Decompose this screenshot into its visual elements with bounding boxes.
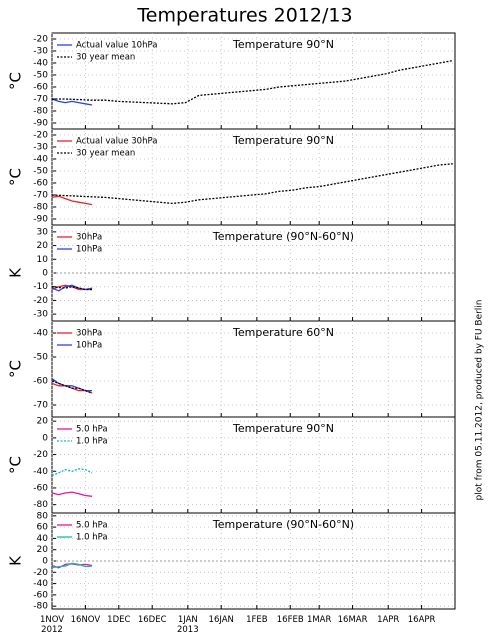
y-tick-label: -80 xyxy=(33,500,48,510)
x-tick-label: 16MAR xyxy=(338,615,368,625)
y-tick-label: -20 xyxy=(33,131,48,141)
panel-title: Temperature 90°N xyxy=(232,38,334,51)
x-tick-label: 1JAN 2013 xyxy=(177,615,199,635)
data-line xyxy=(51,491,93,497)
y-tick-label: 20 xyxy=(37,545,49,555)
x-tick-label: 16APR xyxy=(408,615,436,625)
y-axis-label: °C xyxy=(7,72,25,90)
panel-title: Temperature 60°N xyxy=(232,326,334,339)
legend-label: 1.0 hPa xyxy=(76,437,108,447)
y-tick-label: -30 xyxy=(33,143,48,153)
data-line xyxy=(51,195,93,206)
x-tick-label: 16DEC xyxy=(138,615,167,625)
y-tick-label: -20 xyxy=(33,568,48,578)
y-tick-label: -40 xyxy=(33,467,48,477)
legend-label: 30 year mean xyxy=(76,53,135,63)
y-tick-label: -60 xyxy=(33,483,48,493)
legend-label: 10hPa xyxy=(76,245,102,255)
legend-label: 1.0 hPa xyxy=(76,533,108,543)
y-tick-label: -10 xyxy=(33,282,48,292)
y-tick-label: -20 xyxy=(33,296,48,306)
legend-label: 30hPa xyxy=(76,329,102,339)
y-tick-label: -30 xyxy=(33,47,48,57)
y-tick-label: -60 xyxy=(33,83,48,93)
y-axis-label: °C xyxy=(7,360,25,378)
y-tick-label: -20 xyxy=(33,35,48,45)
panel-title: Temperature 90°N xyxy=(232,134,334,147)
legend-label: 30hPa xyxy=(76,233,102,243)
y-tick-label: -40 xyxy=(33,579,48,589)
x-tick-label: 1APR xyxy=(377,615,399,625)
y-tick-label: -80 xyxy=(33,203,48,213)
y-tick-label: -90 xyxy=(33,119,48,129)
y-tick-label: -40 xyxy=(33,59,48,69)
x-tick-label: 16FEB xyxy=(277,615,304,625)
x-tick-label: 16NOV xyxy=(71,615,101,625)
y-tick-label: -60 xyxy=(33,377,48,387)
panel-title: Temperature (90°N-60°N) xyxy=(212,518,354,531)
panel-title: Temperature (90°N-60°N) xyxy=(212,230,354,243)
y-tick-label: -20 xyxy=(33,450,48,460)
legend-label: Actual value 30hPa xyxy=(76,137,157,147)
y-tick-label: -80 xyxy=(33,602,48,612)
y-tick-label: -70 xyxy=(33,95,48,105)
y-tick-label: -90 xyxy=(33,215,48,225)
y-tick-label: -50 xyxy=(33,167,48,177)
y-tick-label: 20 xyxy=(37,241,49,251)
y-tick-label: 0 xyxy=(42,269,48,279)
y-tick-label: 0 xyxy=(42,433,48,443)
x-tick-label: 1DEC xyxy=(107,615,130,625)
y-tick-label: -80 xyxy=(33,107,48,117)
y-tick-label: 10 xyxy=(37,255,49,265)
data-line xyxy=(51,284,93,292)
y-tick-label: -40 xyxy=(33,155,48,165)
y-axis-label: °C xyxy=(7,168,25,186)
x-tick-label: 1NOV 2012 xyxy=(40,615,64,635)
y-tick-label: -40 xyxy=(33,329,48,339)
y-tick-label: -60 xyxy=(33,179,48,189)
legend-label: 5.0 hPa xyxy=(76,425,108,435)
y-tick-label: 60 xyxy=(37,523,49,533)
data-line xyxy=(51,380,93,394)
y-tick-label: -70 xyxy=(33,191,48,201)
y-tick-label: 20 xyxy=(37,417,49,427)
y-axis-label: K xyxy=(7,267,25,278)
legend-label: 30 year mean xyxy=(76,149,135,159)
legend-label: 5.0 hPa xyxy=(76,521,108,531)
data-line xyxy=(51,562,93,569)
y-tick-label: -50 xyxy=(33,353,48,363)
x-tick-label: 1FEB xyxy=(246,615,268,625)
page-title: Temperatures 2012/13 xyxy=(136,5,352,27)
legend-label: 10hPa xyxy=(76,341,102,351)
legend-label: Actual value 10hPa xyxy=(76,41,157,51)
y-tick-label: -50 xyxy=(33,71,48,81)
footer-note: plot from 05.11.2012, produced by FU Ber… xyxy=(475,299,485,500)
y-tick-label: -30 xyxy=(33,310,48,320)
y-tick-label: 80 xyxy=(37,511,49,521)
y-tick-label: 40 xyxy=(37,534,49,544)
y-tick-label: -70 xyxy=(33,401,48,411)
data-line xyxy=(51,163,453,205)
data-line xyxy=(51,468,93,477)
y-tick-label: 0 xyxy=(42,557,48,567)
x-tick-label: 1MAR xyxy=(307,615,332,625)
data-line xyxy=(51,98,93,106)
data-line xyxy=(52,59,453,105)
y-tick-label: -60 xyxy=(33,590,48,600)
panel-title: Temperature 90°N xyxy=(232,422,334,435)
y-axis-label: °C xyxy=(7,456,25,474)
y-axis-label: K xyxy=(7,555,25,566)
y-tick-label: 30 xyxy=(37,227,49,237)
x-tick-label: 16JAN xyxy=(209,615,234,625)
